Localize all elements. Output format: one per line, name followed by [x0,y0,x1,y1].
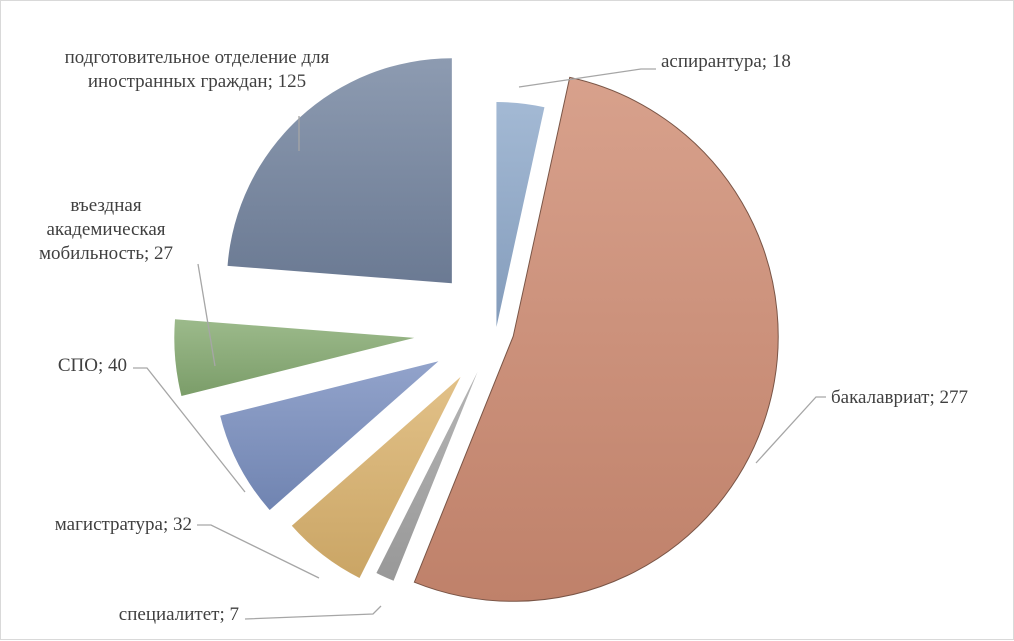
data-label-line: въездная [70,195,141,216]
data-label-line: мобильность; 27 [39,243,173,264]
pie-slice-3 [376,372,478,581]
data-labels: аспирантура; 18 бакалавриат; 277 специалит… [39,47,968,625]
leader-line-4 [197,524,320,579]
leader-line-2 [755,396,826,464]
pie-slice-1 [496,102,545,328]
data-label-line: иностранных граждан; 125 [88,71,306,92]
leader-line-1 [518,68,656,88]
data-label-line: аспирантура; 18 [661,51,791,72]
data-label-line: академическая [46,219,165,240]
data-label-line: СПО; 40 [58,355,127,376]
pie-slice-5 [220,361,439,511]
leader-lines [133,68,826,620]
data-label-1: аспирантура; 18 [661,51,791,72]
data-label-line: магистратура; 32 [55,514,192,535]
leader-line-3 [244,605,382,620]
leader-line-5 [133,367,246,493]
data-label-line: специалитет; 7 [119,604,239,625]
data-label-line: бакалавриат; 277 [831,387,968,408]
pie-slice-2 [413,76,779,602]
data-label-line: подготовительное отделение для [65,47,330,68]
pie-slice-6 [174,319,415,397]
leader-line-6 [197,263,216,367]
data-label-2: бакалавриат; 277 [831,387,968,408]
data-label-5: СПО; 40 [58,355,127,376]
pie-slice-4 [291,376,461,578]
data-label-3: специалитет; 7 [119,604,239,625]
pie-slices [174,58,779,602]
data-label-7: подготовительное отделение для иностранны… [65,47,330,92]
pie-slice-7 [227,58,452,284]
data-label-4: магистратура; 32 [55,514,192,535]
data-label-6: въездная академическая мобильность; 27 [39,195,173,264]
